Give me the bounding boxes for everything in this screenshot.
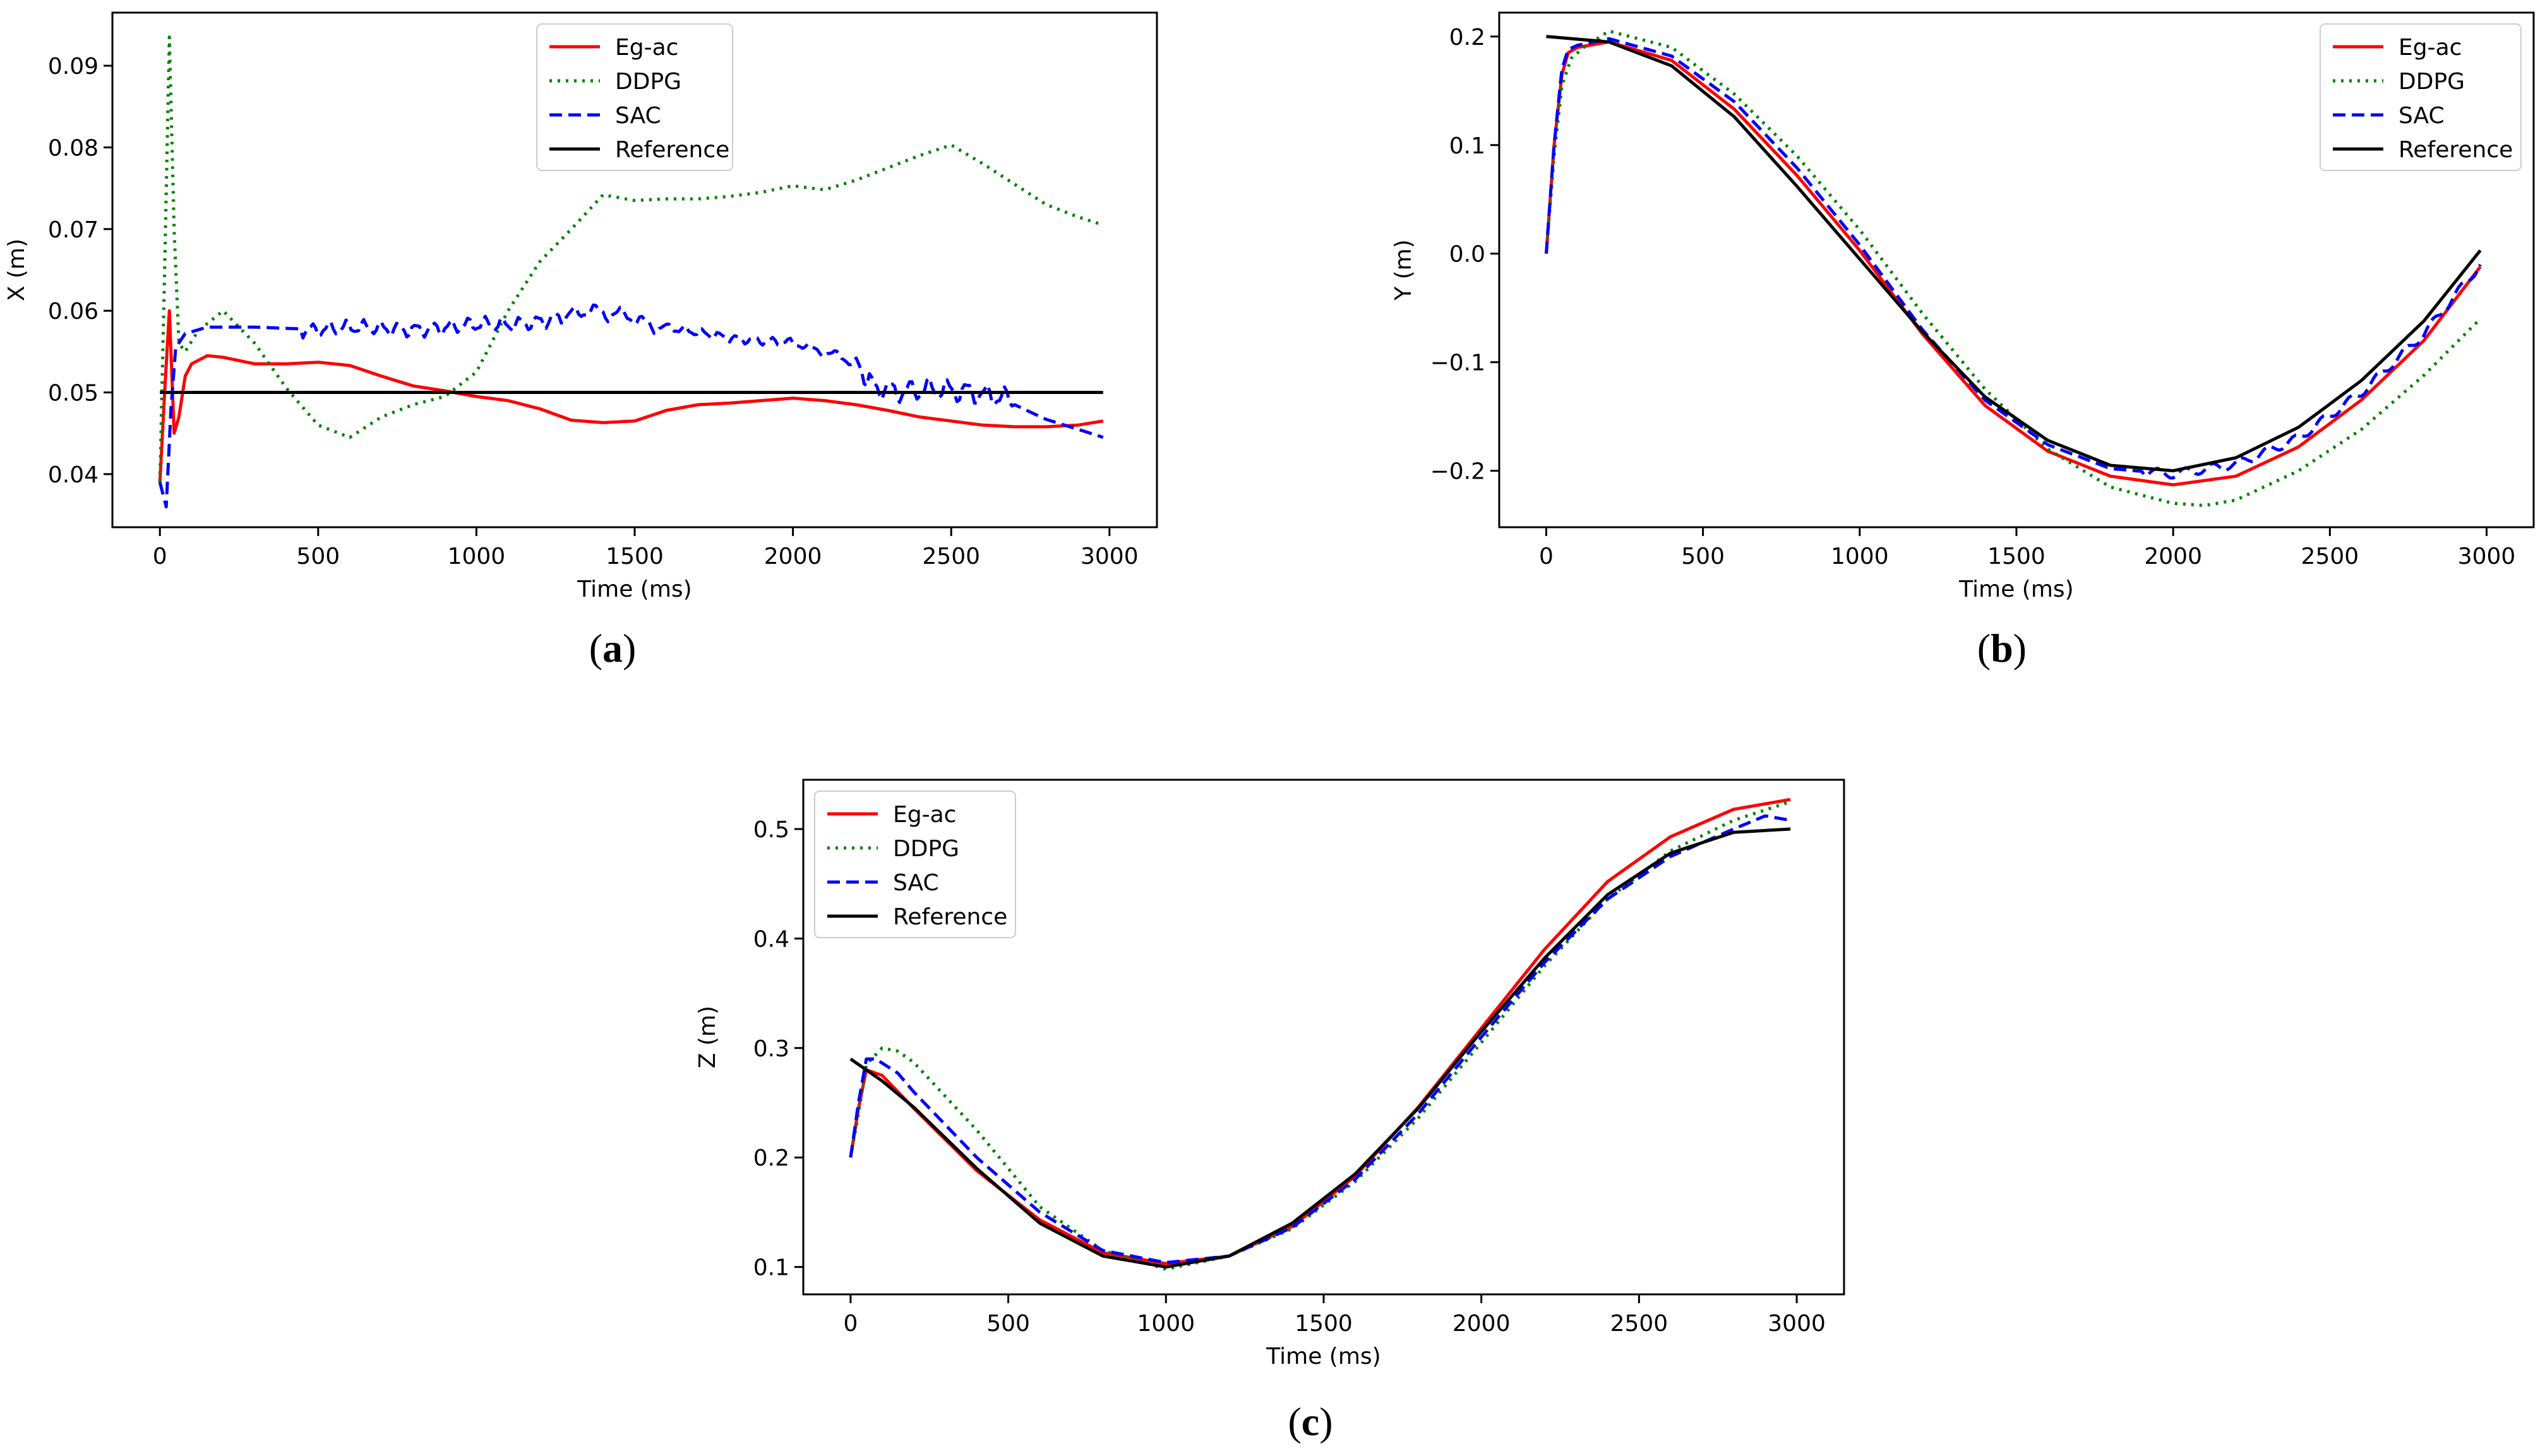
legend-label-reference: Reference	[893, 904, 1007, 930]
y-tick-label: 0.2	[1449, 25, 1485, 51]
series-line-ddpg	[1545, 29, 2482, 508]
legend-label-ddpg: DDPG	[893, 836, 959, 862]
series-line-reference	[1546, 35, 2482, 473]
x-axis-label: Time (ms)	[1958, 576, 2073, 602]
legend-label-sac: SAC	[615, 103, 661, 129]
caption-a: (a)	[589, 626, 637, 671]
x-tick-label: 500	[986, 1311, 1030, 1337]
x-axis-label: Time (ms)	[1266, 1344, 1380, 1369]
chart-panel-b: 0 500 1000 1500 2000 2500 3000 −0.2 −0.1 0.0 0.1 0.…	[1391, 11, 2535, 602]
series-line-sac	[158, 303, 1104, 509]
x-tick-label: 0	[153, 544, 167, 570]
x-tick-label: 1500	[606, 544, 664, 570]
legend: Eg-ac DDPG SAC Reference	[2320, 23, 2522, 171]
y-tick-label: 0.04	[48, 462, 99, 488]
legend-label-ddpg: DDPG	[2398, 69, 2465, 95]
x-tick-label: 0	[843, 1311, 858, 1337]
x-tick-label: 2500	[922, 544, 980, 570]
chart-panel-a: 0 500 1000 1500 2000 2500 3000 0.04 0.05 0.06 0.07…	[4, 11, 1158, 602]
y-axis-label: Z (m)	[695, 1006, 721, 1068]
legend-label-eg-ac: Eg-ac	[893, 802, 956, 828]
legend: Eg-ac DDPG SAC Reference	[536, 23, 733, 171]
legend-label-ddpg: DDPG	[615, 69, 681, 95]
y-tick-label: −0.2	[1430, 459, 1485, 485]
caption-b: (b)	[1977, 626, 2027, 671]
x-tick-label: 1000	[1831, 544, 1889, 570]
x-tick-label: 2500	[1610, 1311, 1668, 1337]
x-tick-label: 1000	[448, 544, 506, 570]
series-line-ddpg	[158, 35, 1104, 482]
x-tick-label: 0	[1539, 544, 1554, 570]
legend-label-sac: SAC	[2398, 103, 2445, 129]
y-axis-label: Y (m)	[1391, 239, 1416, 301]
y-tick-label: 0.06	[48, 299, 99, 325]
legend-label-eg-ac: Eg-ac	[2398, 35, 2462, 61]
x-tick-label: 1500	[1295, 1311, 1353, 1337]
legend-label-sac: SAC	[893, 870, 939, 896]
x-tick-label: 2000	[2144, 544, 2202, 570]
series-line-reference	[849, 827, 1791, 1269]
x-tick-label: 3000	[1768, 1311, 1826, 1337]
legend-label-reference: Reference	[615, 137, 729, 163]
y-tick-label: 0.07	[48, 217, 99, 243]
y-tick-label: 0.3	[753, 1036, 789, 1062]
y-tick-label: 0.09	[48, 54, 99, 80]
y-axis-label: X (m)	[4, 239, 30, 301]
x-tick-label: 500	[1681, 544, 1725, 570]
legend-label-reference: Reference	[2398, 137, 2513, 163]
series-line-eg-ac	[158, 309, 1104, 482]
series-line-sac	[1545, 37, 2482, 480]
y-tick-label: 0.4	[753, 926, 789, 952]
x-tick-label: 1500	[1987, 544, 2045, 570]
caption-c: (c)	[1288, 1399, 1333, 1444]
y-tick-label: 0.5	[753, 817, 789, 843]
chart-panel-c: 0 500 1000 1500 2000 2500 3000 0.1 0.2 0.3 0.4 0.5 T…	[695, 779, 1845, 1369]
x-tick-label: 2500	[2301, 544, 2359, 570]
y-tick-label: 0.2	[753, 1145, 789, 1171]
legend-box	[2320, 23, 2522, 171]
y-tick-label: 0.05	[48, 381, 99, 407]
y-tick-label: 0.08	[48, 135, 99, 161]
series-line-eg-ac	[1545, 40, 2482, 487]
legend-box	[814, 791, 1016, 938]
y-tick-label: 0.1	[1449, 133, 1485, 159]
y-tick-label: −0.1	[1430, 350, 1485, 376]
y-tick-label: 0.1	[753, 1255, 789, 1281]
legend-label-eg-ac: Eg-ac	[615, 35, 678, 61]
legend: Eg-ac DDPG SAC Reference	[814, 791, 1016, 938]
legend-box	[536, 23, 733, 171]
x-tick-label: 500	[296, 544, 340, 570]
x-tick-label: 1000	[1137, 1311, 1195, 1337]
x-tick-label: 3000	[2458, 544, 2516, 570]
x-axis-label: Time (ms)	[577, 576, 692, 602]
x-tick-label: 3000	[1081, 544, 1139, 570]
x-tick-label: 2000	[1452, 1311, 1511, 1337]
y-tick-label: 0.0	[1449, 242, 1485, 268]
x-tick-label: 2000	[764, 544, 822, 570]
